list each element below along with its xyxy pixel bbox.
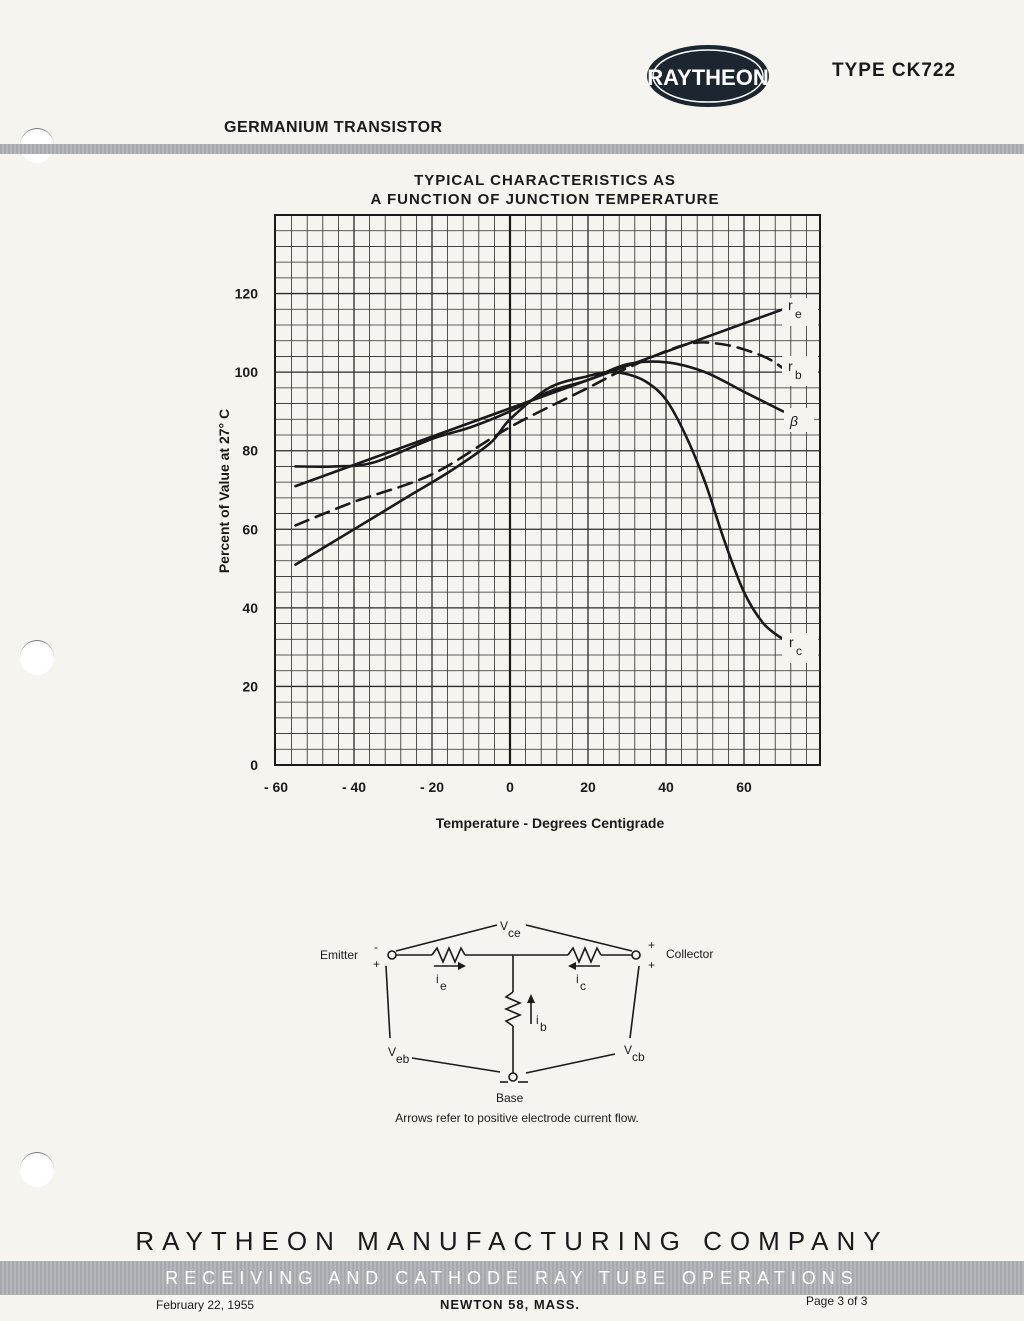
collector-plus-top: +	[648, 938, 655, 952]
base-label: Base	[496, 1091, 524, 1105]
base-resistor	[503, 991, 523, 1027]
city: NEWTON 58, MASS.	[440, 1297, 581, 1312]
page-number: Page 3 of 3	[806, 1294, 868, 1308]
curve-rb	[294, 341, 785, 527]
series-label-re: r e	[782, 297, 818, 326]
y-axis-label: Percent of Value at 27° C	[216, 409, 232, 573]
y-tick-label: 120	[235, 286, 259, 302]
y-tick-label: 0	[250, 757, 258, 773]
emitter-resistor	[431, 945, 466, 965]
vce-label: V	[500, 919, 508, 933]
circuit-arrowheads	[458, 962, 576, 1003]
collector-resistor	[567, 945, 602, 965]
ib-sub: b	[540, 1020, 547, 1034]
y-tick-label: 60	[242, 521, 258, 537]
date: February 22, 1955	[156, 1298, 255, 1312]
y-tick-label: 20	[242, 678, 258, 694]
ic-sub: c	[580, 979, 586, 993]
series-label-rc: r c	[782, 633, 818, 663]
y-tick-label: 80	[242, 443, 258, 459]
veb-sub: eb	[396, 1052, 410, 1066]
vcb-label: V	[624, 1043, 632, 1057]
division-band	[0, 1261, 1024, 1295]
series-label-beta-main: β	[789, 413, 798, 429]
company-name: RAYTHEON MANUFACTURING COMPANY	[135, 1226, 889, 1256]
x-tick-label: 0	[506, 779, 514, 795]
emitter-minus: -	[374, 940, 378, 954]
x-axis-label: Temperature - Degrees Centigrade	[436, 815, 665, 831]
collector-label: Collector	[666, 947, 713, 961]
ie-sub: e	[440, 979, 447, 993]
x-tick-label: - 20	[420, 779, 444, 795]
circuit-note: Arrows refer to positive electrode curre…	[395, 1111, 638, 1125]
ic-label: i	[576, 972, 579, 986]
vcb-line-top	[629, 965, 640, 1039]
collector-plus-bottom: +	[648, 958, 655, 972]
raytheon-logo: RAYTHEON	[647, 45, 769, 107]
chart-subtitle: A FUNCTION OF JUNCTION TEMPERATURE	[370, 191, 720, 208]
y-tick-label: 40	[242, 600, 258, 616]
series-label-rb: r b	[782, 356, 818, 386]
vcb-sub: cb	[632, 1050, 645, 1064]
vce-sub: ce	[508, 926, 521, 940]
type-label: TYPE CK722	[832, 60, 957, 81]
series-label-rb-main: r	[788, 358, 793, 374]
collector-terminal	[631, 950, 641, 960]
series-label-beta: β	[784, 408, 814, 432]
y-tick-label: 100	[235, 364, 259, 380]
chart-ticks: - 60 - 40 - 20 0 20 40 60 0 20 40 60 80 100 120	[235, 286, 752, 795]
emitter-label: Emitter	[320, 948, 358, 962]
circuit-diagram	[385, 924, 641, 1083]
division-name: RECEIVING AND CATHODE RAY TUBE OPERATION…	[165, 1268, 859, 1288]
header-rule	[0, 144, 1024, 154]
veb-line-top	[385, 965, 391, 1039]
curve-rc	[294, 370, 785, 641]
product-line-title: GERMANIUM TRANSISTOR	[224, 119, 443, 136]
chart-grid	[275, 215, 820, 765]
ib-label: i	[536, 1013, 539, 1027]
x-tick-label: - 60	[264, 779, 288, 795]
logo-text: RAYTHEON	[647, 65, 768, 90]
ie-label: i	[436, 972, 439, 986]
x-tick-label: 60	[736, 779, 752, 795]
vce-line-right	[525, 924, 633, 952]
series-label-rc-main: r	[789, 634, 794, 650]
vcb-line-bottom	[525, 1053, 616, 1074]
veb-line-bottom	[411, 1057, 501, 1073]
emitter-terminal	[387, 950, 397, 960]
x-tick-label: 40	[658, 779, 674, 795]
emitter-plus: +	[373, 957, 380, 971]
punch-hole	[20, 1152, 54, 1187]
series-label-rb-sub: b	[795, 368, 802, 382]
series-label-re-sub: e	[795, 307, 802, 321]
circuit-labels: Emitter Collector Base - + + + V ce V eb…	[320, 919, 713, 1125]
veb-label: V	[388, 1045, 396, 1059]
chart-frame	[274, 214, 821, 766]
punch-hole	[20, 640, 54, 675]
vce-line-left	[395, 924, 498, 952]
curve-β	[294, 360, 785, 469]
x-tick-label: - 40	[342, 779, 366, 795]
chart-title: TYPICAL CHARACTERISTICS AS	[414, 172, 676, 189]
chart-curves	[294, 308, 785, 641]
base-terminal	[508, 1072, 518, 1082]
series-label-re-main: r	[788, 297, 793, 313]
series-label-rc-sub: c	[796, 644, 802, 658]
x-tick-label: 20	[580, 779, 596, 795]
